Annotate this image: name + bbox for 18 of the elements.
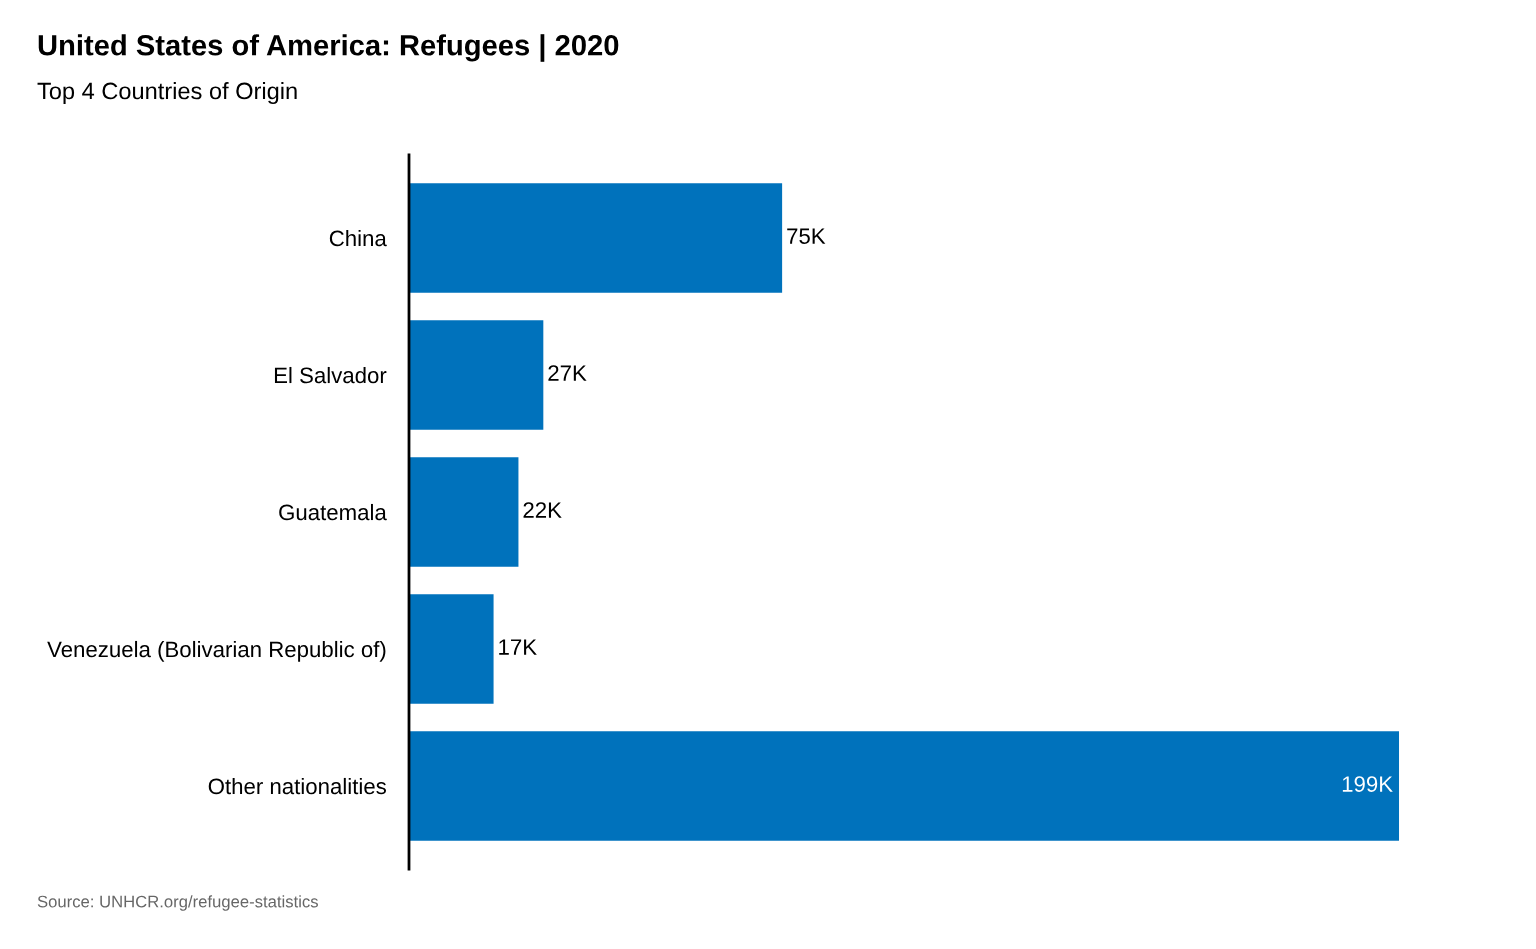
y-tick-label: Venezuela (Bolivarian Republic of) (47, 640, 386, 662)
bar (409, 594, 494, 704)
bar (409, 183, 783, 293)
data-label: 17K (499, 639, 537, 655)
data-label: 75K (787, 228, 826, 244)
y-tick-label: China (329, 229, 387, 247)
y-tick-label: El Salvador (274, 366, 387, 384)
data-label: 199K (1342, 776, 1393, 792)
text: Top 4 Countries of Origin (37, 82, 297, 104)
source-note: Source: UNHCR.org/refugee-statistics (37, 895, 318, 911)
bar (409, 320, 544, 430)
bar (409, 731, 1400, 841)
chart-title: United States of America: Refugees | 2020 (38, 34, 619, 62)
bar (409, 457, 519, 567)
data-label: 27K (548, 365, 587, 381)
data-label: 22K (523, 502, 562, 518)
y-tick-label: Guatemala (279, 503, 387, 521)
y-tick-label: Other nationalities (208, 777, 386, 795)
